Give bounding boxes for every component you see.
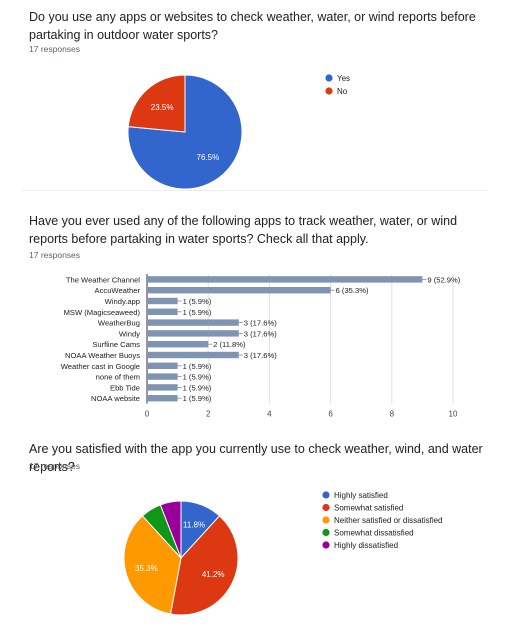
bar-noaa-website <box>147 395 178 402</box>
pie1-legend-marker-no <box>325 87 333 95</box>
pie2-slice-label-highly-satisfied: 11.8% <box>183 520 205 529</box>
pie2-slice-label-somewhat-satisfied: 41.2% <box>202 570 225 579</box>
data-label-none-of-them: 1 (5.9%) <box>183 373 212 382</box>
category-label-msw-magicseaweed: MSW (Magicseaweed) <box>64 308 141 317</box>
bar-chart: 0 2 4 6 8 10 The Weather Channel 9 (52.9%) AccuW… <box>61 274 461 419</box>
question-1-title: Do you use any apps or websites to check… <box>29 10 476 42</box>
category-label-accuweather: AccuWeather <box>95 286 141 295</box>
pie-chart-1: 76.5% Yes 23.5% No <box>127 74 350 190</box>
category-label-weatherbug: WeatherBug <box>98 319 140 328</box>
pie2-legend-marker-neither-satisfied-or-dissatisfied <box>322 516 330 524</box>
question-3-response-count: 17 responses <box>29 461 81 471</box>
pie2-slice-neither-satisfied-or-dissatisfied <box>123 515 182 615</box>
pie2-legend-marker-highly-dissatisfied <box>322 541 330 549</box>
bar-none-of-them <box>147 373 178 380</box>
bar-the-weather-channel <box>147 276 423 283</box>
data-label-noaa-weather-buoys: 3 (17.6%) <box>244 351 277 360</box>
pie1-slice-yes <box>127 74 243 190</box>
data-label-weather-cast-in-google: 1 (5.9%) <box>183 362 212 371</box>
pie-chart-2: 11.8% Highly satisfied 41.2% Somewhat satis… <box>123 491 443 616</box>
category-label-surfline-cams: Surfline Cams <box>92 340 140 349</box>
data-label-windy: 3 (17.6%) <box>244 329 277 338</box>
question-1-response-count: 17 responses <box>29 44 81 54</box>
pie2-legend-marker-highly-satisfied <box>322 491 330 499</box>
x-tick-label: 8 <box>390 410 395 419</box>
pie2-legend-label-somewhat-dissatisfied: Somewhat dissatisfied <box>334 529 414 538</box>
category-label-windy: Windy <box>119 329 140 338</box>
pie2-slice-somewhat-satisfied <box>169 515 239 616</box>
pie2-legend-label-highly-satisfied: Highly satisfied <box>334 491 388 500</box>
bar-weather-cast-in-google <box>147 362 178 369</box>
data-label-accuweather: 6 (35.3%) <box>336 286 369 295</box>
bar-weatherbug <box>147 319 239 326</box>
category-label-windy-app: Windy.app <box>105 297 140 306</box>
x-tick-label: 6 <box>328 410 333 419</box>
x-tick-label: 4 <box>267 410 272 419</box>
pie1-slice-label-no: 23.5% <box>151 103 174 112</box>
x-tick-label: 2 <box>206 410 211 419</box>
pie1-legend-marker-yes <box>325 74 333 82</box>
pie2-legend-label-somewhat-satisfied: Somewhat satisfied <box>334 504 403 513</box>
pie2-legend-label-highly-dissatisfied: Highly dissatisfied <box>334 541 398 550</box>
pie1-legend-label-no: No <box>337 87 348 96</box>
pie2-legend-marker-somewhat-satisfied <box>322 503 330 512</box>
data-label-msw-magicseaweed: 1 (5.9%) <box>183 308 212 317</box>
question-3-title: Are you satisfied with the app you curre… <box>29 442 483 474</box>
bar-ebb-tide <box>147 384 178 391</box>
pie2-legend-marker-somewhat-dissatisfied <box>322 528 330 537</box>
bar-noaa-weather-buoys <box>147 351 239 359</box>
pie2-slice-highly-dissatisfied <box>159 500 182 559</box>
category-label-none-of-them: none of them <box>96 373 140 382</box>
bar-msw-magicseaweed <box>147 308 178 315</box>
data-label-noaa-website: 1 (5.9%) <box>183 394 212 403</box>
data-label-surfline-cams: 2 (11.8%) <box>213 340 246 349</box>
category-label-noaa-website: NOAA website <box>91 394 140 403</box>
pie1-slice-label-yes: 76.5% <box>197 153 220 162</box>
category-label-noaa-weather-buoys: NOAA Weather Buoys <box>65 351 140 360</box>
bar-windy <box>147 330 239 337</box>
category-label-the-weather-channel: The Weather Channel <box>66 275 140 284</box>
bar-surfline-cams <box>147 341 209 348</box>
section-divider <box>22 190 488 191</box>
question-2-response-count: 17 responses <box>29 250 81 260</box>
data-label-ebb-tide: 1 (5.9%) <box>183 383 212 392</box>
pie1-slice-no <box>127 74 186 133</box>
pie2-slice-label-neither-satisfied-or-dissatisfied: 35.3% <box>135 564 158 573</box>
data-label-weatherbug: 3 (17.6%) <box>244 319 277 328</box>
bar-accuweather <box>147 287 331 294</box>
pie1-legend-label-yes: Yes <box>337 74 350 83</box>
question-2-title: Have you ever used any of the following … <box>29 214 458 246</box>
data-label-windy-app: 1 (5.9%) <box>183 297 212 306</box>
data-label-the-weather-channel: 9 (52.9%) <box>427 275 460 284</box>
x-tick-label: 10 <box>449 410 458 419</box>
bar-windy-app <box>147 297 178 305</box>
x-tick-label: 0 <box>145 410 150 419</box>
pie2-legend-label-neither-satisfied-or-dissatisfied: Neither satisfied or dissatisfied <box>334 516 443 525</box>
category-label-weather-cast-in-google: Weather cast in Google <box>61 362 140 371</box>
category-label-ebb-tide: Ebb Tide <box>110 383 140 392</box>
